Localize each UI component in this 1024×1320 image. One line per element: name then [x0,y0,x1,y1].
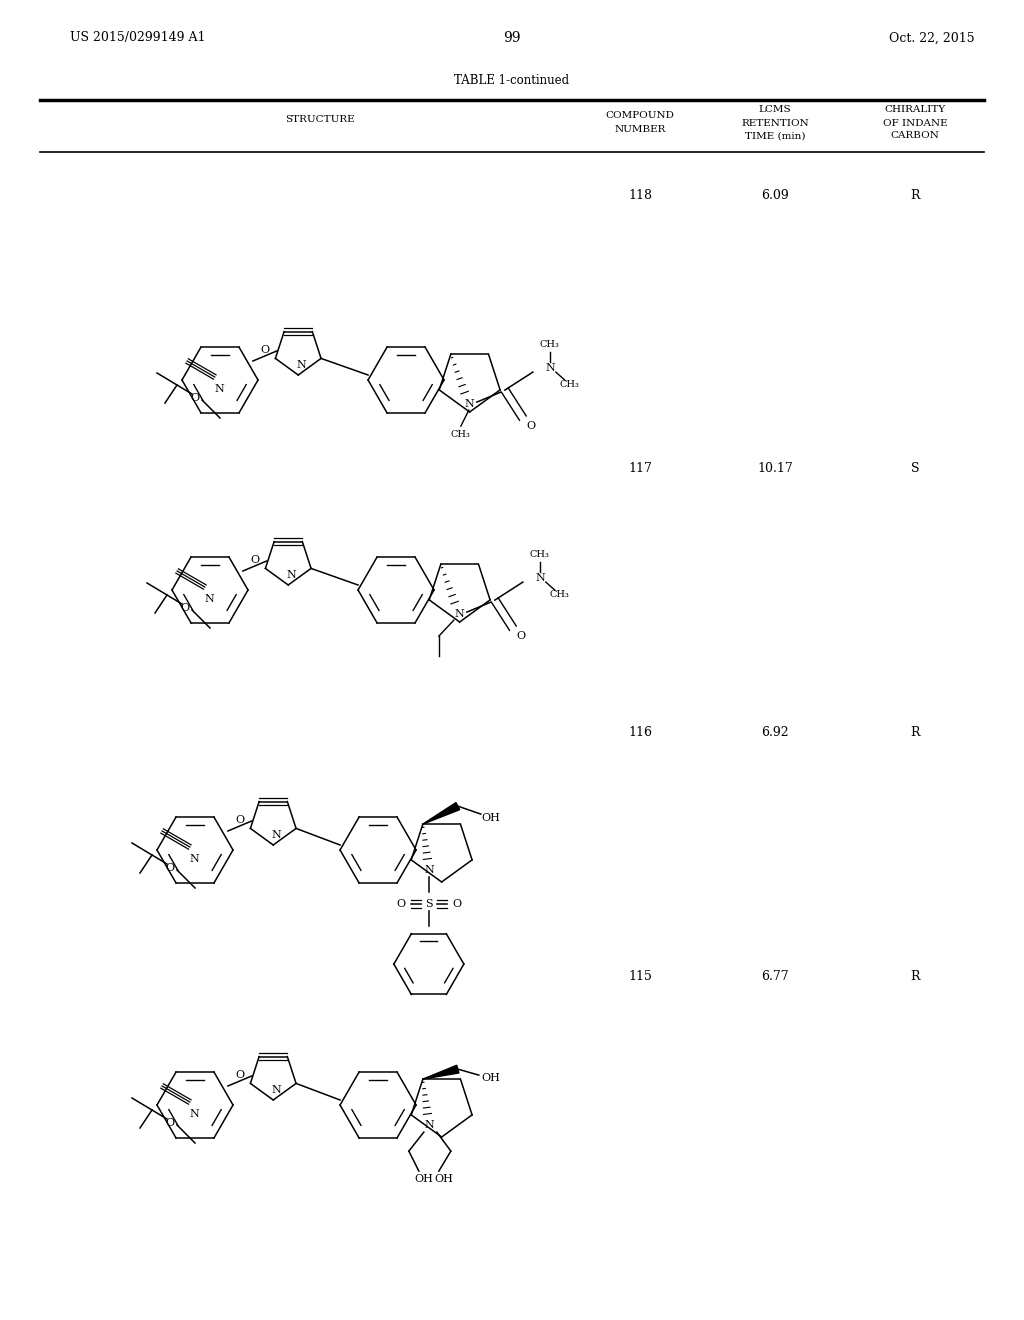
Text: N: N [464,399,474,409]
Text: US 2015/0299149 A1: US 2015/0299149 A1 [70,32,206,45]
Text: OH: OH [481,813,501,824]
Text: CH₃: CH₃ [451,429,471,438]
Text: LCMS: LCMS [759,106,792,115]
Text: O: O [261,346,270,355]
Text: STRUCTURE: STRUCTURE [286,116,354,124]
Text: N: N [271,1085,282,1096]
Text: TABLE 1-continued: TABLE 1-continued [455,74,569,87]
Text: 6.77: 6.77 [761,970,788,983]
Text: O: O [236,1071,245,1080]
Text: 99: 99 [503,30,521,45]
Text: S: S [425,899,433,909]
Text: N: N [189,854,199,865]
Text: N: N [424,1121,434,1130]
Text: O: O [396,899,406,909]
Text: O: O [166,1118,174,1129]
Text: 117: 117 [628,462,652,475]
Text: N: N [535,573,545,583]
Text: O: O [236,816,245,825]
Text: N: N [296,360,306,370]
Text: RETENTION: RETENTION [741,119,809,128]
Text: N: N [287,570,296,579]
Text: O: O [516,631,525,642]
Text: N: N [204,594,214,605]
Text: Oct. 22, 2015: Oct. 22, 2015 [890,32,975,45]
Text: O: O [180,603,189,612]
Text: CH₃: CH₃ [529,549,550,558]
Text: COMPOUND: COMPOUND [605,111,675,120]
Text: 115: 115 [628,970,652,983]
Text: S: S [910,462,920,475]
Text: OH: OH [434,1173,454,1184]
Text: 116: 116 [628,726,652,739]
Polygon shape [423,803,460,824]
Text: O: O [526,421,536,432]
Text: TIME (min): TIME (min) [744,132,805,140]
Text: N: N [454,609,464,619]
Text: 118: 118 [628,189,652,202]
Text: O: O [251,556,260,565]
Text: CHIRALITY: CHIRALITY [885,106,945,115]
Text: R: R [910,189,920,202]
Text: CH₃: CH₃ [560,380,580,388]
Text: OH: OH [415,1173,433,1184]
Text: 6.09: 6.09 [761,189,788,202]
Text: NUMBER: NUMBER [614,125,666,135]
Text: R: R [910,970,920,983]
Text: N: N [271,830,282,840]
Text: O: O [166,863,174,873]
Text: OF INDANE: OF INDANE [883,119,947,128]
Text: R: R [910,726,920,739]
Text: N: N [424,865,434,875]
Text: O: O [190,393,200,403]
Text: 10.17: 10.17 [757,462,793,475]
Text: CH₃: CH₃ [550,590,569,598]
Text: OH: OH [481,1073,501,1084]
Text: O: O [453,899,462,909]
Text: CARBON: CARBON [891,132,939,140]
Text: N: N [545,363,555,374]
Text: 6.92: 6.92 [761,726,788,739]
Text: CH₃: CH₃ [540,339,560,348]
Text: N: N [214,384,224,395]
Polygon shape [423,1065,459,1080]
Text: N: N [189,1109,199,1119]
